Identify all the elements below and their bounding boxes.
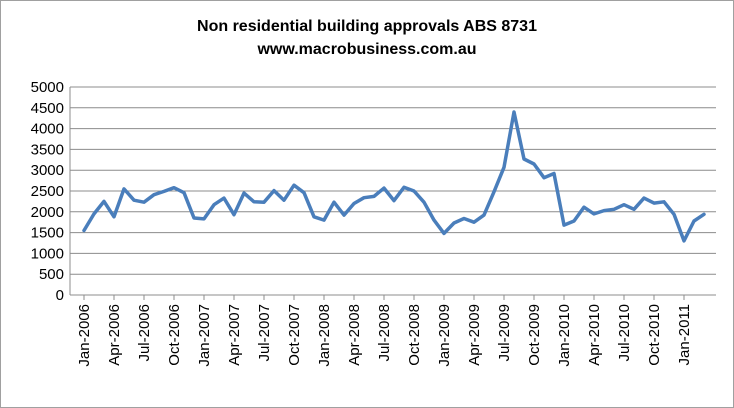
y-tick-label: 2000 [31,204,64,221]
x-tick-label: Jul-2009 [496,304,513,362]
x-tick-label: Apr-2010 [586,304,603,366]
x-tick-label: Apr-2009 [466,304,483,366]
x-tick-label: Jul-2007 [256,304,273,362]
chart-subtitle: www.macrobusiness.com.au [257,41,477,58]
gridlines [70,86,716,275]
x-tick-label: Jul-2008 [376,304,393,362]
axes [69,87,716,296]
y-tick-label: 3000 [31,162,64,179]
x-tick-label: Jan-2011 [676,304,693,365]
y-tick-label: 0 [56,287,64,304]
y-tick-label: 3500 [31,141,64,158]
x-tick-label: Jan-2006 [76,304,93,367]
x-tick-label: Jul-2010 [616,304,633,362]
y-tick-label: 2500 [31,183,64,200]
y-tick-label: 5000 [31,79,64,96]
x-tick-label: Jan-2008 [316,304,333,367]
x-tick-label: Apr-2006 [106,304,123,366]
x-tick-label: Jan-2009 [436,304,453,367]
y-tick-label: 4500 [31,100,64,117]
chart-title: Non residential building approvals ABS 8… [197,18,537,35]
x-tick-label: Oct-2010 [646,304,663,366]
x-tick-label: Oct-2008 [406,304,423,366]
y-axis-ticks: 0 500 1000 1500 2000 2500 3000 3500 4000 4500 5000 [31,79,64,304]
x-tick-label: Oct-2009 [526,304,543,366]
x-tick-label: Apr-2008 [346,304,363,366]
y-tick-label: 4000 [31,121,64,138]
x-tick-label: Jan-2007 [196,304,213,367]
y-tick-label: 500 [39,266,64,283]
x-axis-ticks: Jan-2006 Apr-2006 Jul-2006 Oct-2006 Jan-2007… [76,295,693,367]
x-tick-label: Apr-2007 [226,304,243,366]
y-tick-label: 1500 [31,225,64,242]
x-tick-label: Jan-2010 [556,304,573,367]
x-tick-label: Oct-2006 [166,304,183,366]
y-tick-label: 1000 [31,245,64,262]
x-tick-label: Oct-2007 [286,304,303,366]
series [82,110,706,243]
x-tick-label: Jul-2006 [136,304,153,362]
series-line [82,110,706,243]
